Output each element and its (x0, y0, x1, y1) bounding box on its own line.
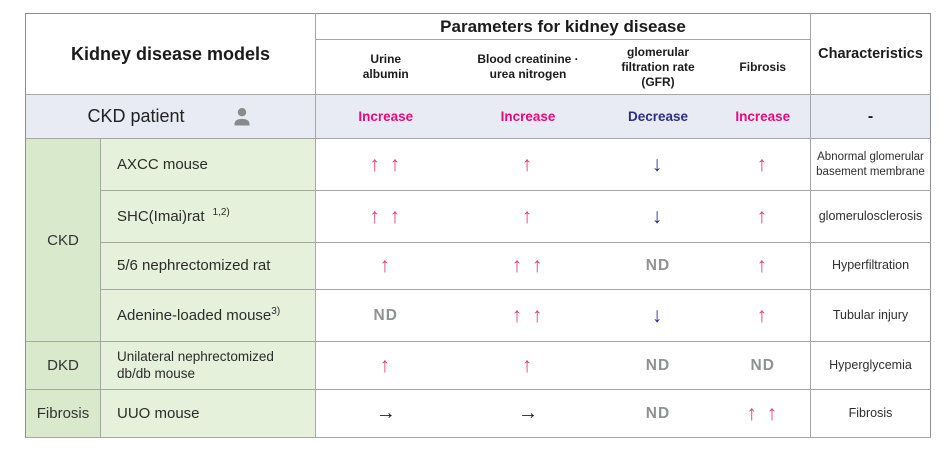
nx-gfr: ND (600, 242, 716, 290)
footnote-ref: 1,2) (212, 206, 230, 218)
model-adenine-loaded-mouse: Adenine-loaded mouse3) (100, 289, 316, 342)
axcc-urine-albumin: ↑ ↑ (315, 138, 456, 191)
model-shc-imai-rat: SHC(Imai)rat 1,2) (100, 190, 316, 243)
nx-blood-creatinine: ↑ ↑ (455, 242, 601, 290)
patient-urine-albumin: Increase (315, 94, 456, 139)
ckd-patient-cell: CKD patient (25, 94, 316, 139)
group-label-ckd: CKD (25, 138, 101, 342)
row-dkd-dbdb-mouse: DKD Unilateral nephrectomized db/db mous… (25, 341, 931, 390)
adenine-urine-albumin: ND (315, 289, 456, 342)
header-row-1: Kidney disease models Parameters for kid… (25, 13, 931, 95)
row-adenine-loaded-mouse: Adenine-loaded mouse3) ND ↑ ↑ ↓ ↑ Tubula… (26, 289, 931, 342)
model-5-6-nephrectomized-rat: 5/6 nephrectomized rat (100, 242, 316, 290)
dkd-urine-albumin: ↑ (315, 341, 456, 390)
adenine-blood-creatinine: ↑ ↑ (455, 289, 601, 342)
row-ckd-patient: CKD patient Increase Increase Decrease I… (25, 94, 931, 139)
col-header-gfr: glomerular filtration rate (GFR) (600, 39, 716, 95)
nx-urine-albumin: ↑ (315, 242, 456, 290)
axcc-blood-creatinine: ↑ (455, 138, 601, 191)
col-header-urine-albumin: Urine albumin (315, 39, 456, 95)
uuo-fibrosis: ↑ ↑ (715, 389, 811, 438)
shc-gfr: ↓ (600, 190, 716, 243)
shc-fibrosis: ↑ (715, 190, 811, 243)
characteristics-header: Characteristics (810, 13, 931, 95)
row-shc-imai-rat: SHC(Imai)rat 1,2) ↑ ↑ ↑ ↓ ↑ glomeruloscle… (26, 190, 931, 243)
row-uuo-mouse: Fibrosis UUO mouse → → ND ↑ ↑ Fibrosis (25, 389, 931, 438)
row-axcc-mouse: CKD AXCC mouse ↑ ↑ ↑ ↓ ↑ Abnormal glomer… (25, 138, 931, 342)
dkd-blood-creatinine: ↑ (455, 341, 601, 390)
col-header-fibrosis: Fibrosis (715, 39, 811, 95)
row-5-6-nephrectomized-rat: 5/6 nephrectomized rat ↑ ↑ ↑ ND ↑ Hyperf… (26, 242, 931, 290)
kidney-disease-table: Kidney disease models Parameters for kid… (25, 13, 931, 438)
model-axcc-mouse: AXCC mouse (100, 138, 316, 191)
header-row-2: Urine albumin Blood creatinine · urea ni… (26, 39, 931, 95)
person-icon (230, 105, 254, 129)
group-label-fibrosis: Fibrosis (25, 389, 101, 438)
axcc-fibrosis: ↑ (715, 138, 811, 191)
patient-blood-creatinine: Increase (455, 94, 601, 139)
shc-characteristic: glomerulosclerosis (810, 190, 931, 243)
parameters-header: Parameters for kidney disease (315, 13, 811, 40)
adenine-gfr: ↓ (600, 289, 716, 342)
group-label-dkd: DKD (25, 341, 101, 390)
patient-fibrosis: Increase (715, 94, 811, 139)
dkd-characteristic: Hyperglycemia (810, 341, 931, 390)
uuo-characteristic: Fibrosis (810, 389, 931, 438)
adenine-fibrosis: ↑ (715, 289, 811, 342)
model-uuo-mouse: UUO mouse (100, 389, 316, 438)
patient-gfr: Decrease (600, 94, 716, 139)
ckd-patient-label: CKD patient (87, 106, 185, 126)
axcc-gfr: ↓ (600, 138, 716, 191)
nx-characteristic: Hyperfiltration (810, 242, 931, 290)
col-header-blood-creatinine: Blood creatinine · urea nitrogen (455, 39, 601, 95)
dkd-fibrosis: ND (715, 341, 811, 390)
shc-blood-creatinine: ↑ (455, 190, 601, 243)
models-header: Kidney disease models (25, 13, 316, 95)
model-unilateral-nephrectomized-dbdb-mouse: Unilateral nephrectomized db/db mouse (100, 341, 316, 390)
dkd-gfr: ND (600, 341, 716, 390)
axcc-characteristic: Abnormal glomerular basement membrane (810, 138, 931, 191)
uuo-urine-albumin: → (315, 389, 456, 438)
patient-characteristic: - (810, 94, 931, 139)
shc-urine-albumin: ↑ ↑ (315, 190, 456, 243)
uuo-blood-creatinine: → (455, 389, 601, 438)
footnote-ref: 3) (271, 305, 281, 317)
uuo-gfr: ND (600, 389, 716, 438)
adenine-characteristic: Tubular injury (810, 289, 931, 342)
nx-fibrosis: ↑ (715, 242, 811, 290)
